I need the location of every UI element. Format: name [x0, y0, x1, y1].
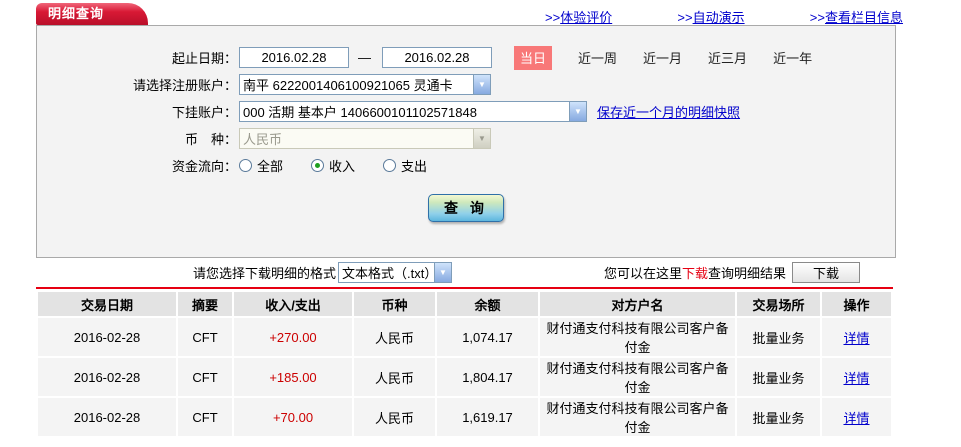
cell-balance: 1,074.17	[437, 318, 538, 356]
date-range-label: 起止日期：	[171, 51, 237, 66]
sub-account-select[interactable]: 000 活期 基本户 1406600101102571848 ▼	[239, 101, 587, 122]
radio-checked-icon[interactable]	[311, 159, 325, 172]
save-snapshot-link[interactable]: 保存近一个月的明细快照	[597, 105, 741, 120]
sub-account-label: 下挂账户：	[171, 105, 237, 120]
col-header-date: 交易日期	[38, 292, 176, 316]
cell-currency: 人民币	[354, 318, 435, 356]
cell-venue: 批量业务	[737, 318, 820, 356]
cell-counterparty: 财付通支付科技有限公司客户备付金	[540, 398, 735, 436]
download-format-select[interactable]: 文本格式（.txt） ▼	[338, 261, 453, 283]
col-header-balance: 余额	[437, 292, 538, 316]
cell-balance: 1,804.17	[437, 358, 538, 396]
table-row: 2016-02-28 CFT +270.00 人民币 1,074.17 财付通支…	[38, 318, 891, 356]
link-prefix: >>	[809, 10, 825, 25]
cell-amount: +185.00	[234, 358, 352, 396]
quick-range-week[interactable]: 近一周	[578, 51, 618, 66]
flow-option-expense[interactable]: 支出	[383, 156, 427, 175]
cell-currency: 人民币	[354, 398, 435, 436]
quick-range-month[interactable]: 近一月	[643, 51, 683, 66]
download-bar: 请您选择下载明细的格式 文本格式（.txt） ▼ 您可以在这里 下载 查询明细结果 …	[36, 260, 894, 284]
currency-label: 币 种：	[184, 132, 237, 147]
radio-icon[interactable]	[383, 159, 397, 172]
chevron-down-icon: ▼	[473, 75, 490, 94]
fund-flow-label: 资金流向：	[171, 159, 237, 174]
link-view-column-info[interactable]: >>查看栏目信息	[809, 10, 903, 25]
download-result-group: 您可以在这里 下载 查询明细结果 下载	[603, 261, 894, 283]
date-range-row: 起止日期： — 当日 近一周 近一月 近三月 近一年	[37, 44, 895, 71]
radio-icon[interactable]	[239, 159, 252, 172]
query-button-row: 查 询	[37, 194, 895, 222]
cell-summary: CFT	[178, 318, 232, 356]
registered-account-value: 南平 6222001406100921065 灵通卡	[243, 78, 453, 93]
flow-option-all-label: 全部	[257, 159, 284, 174]
date-from-input[interactable]	[239, 47, 349, 68]
download-hint-highlight: 下载	[681, 265, 708, 281]
sub-account-row: 下挂账户： 000 活期 基本户 1406600101102571848 ▼ 保…	[37, 98, 895, 125]
link-prefix: >>	[677, 10, 693, 25]
table-top-divider	[36, 287, 893, 289]
cell-date: 2016-02-28	[38, 398, 176, 436]
cell-amount: +70.00	[234, 398, 352, 436]
quick-range-quarter[interactable]: 近三月	[708, 51, 748, 66]
currency-value: 人民币	[243, 132, 283, 147]
col-header-venue: 交易场所	[737, 292, 820, 316]
cell-summary: CFT	[178, 398, 232, 436]
top-links: >>体验评价 >>自动演示 >>查看栏目信息	[545, 7, 903, 26]
registered-account-row: 请选择注册账户： 南平 6222001406100921065 灵通卡 ▼	[37, 71, 895, 98]
col-header-counterparty: 对方户名	[540, 292, 735, 316]
fund-flow-row: 资金流向： 全部 收入 支出	[37, 152, 895, 179]
cell-amount: +270.00	[234, 318, 352, 356]
download-button[interactable]: 下载	[792, 261, 860, 283]
currency-select: 人民币 ▼	[239, 128, 491, 149]
table-row: 2016-02-28 CFT +185.00 人民币 1,804.17 财付通支…	[38, 358, 891, 396]
table-header-row: 交易日期 摘要 收入/支出 币种 余额 对方户名 交易场所 操作	[38, 292, 891, 316]
chevron-down-icon: ▼	[473, 129, 490, 148]
download-hint-after: 查询明细结果	[707, 265, 786, 281]
flow-option-income[interactable]: 收入	[311, 156, 355, 175]
detail-link[interactable]: 详情	[843, 410, 870, 426]
registered-account-label: 请选择注册账户：	[132, 78, 237, 93]
tab-title: 明细查询	[48, 6, 105, 21]
registered-account-select[interactable]: 南平 6222001406100921065 灵通卡 ▼	[239, 74, 491, 95]
cell-date: 2016-02-28	[38, 358, 176, 396]
download-format-value: 文本格式（.txt）	[342, 265, 435, 281]
date-separator: —	[358, 50, 371, 65]
cell-venue: 批量业务	[737, 398, 820, 436]
col-header-amount: 收入/支出	[234, 292, 352, 316]
col-header-action: 操作	[822, 292, 891, 316]
date-to-input[interactable]	[382, 47, 492, 68]
currency-row: 币 种： 人民币 ▼	[37, 125, 895, 152]
chevron-down-icon: ▼	[569, 102, 586, 121]
cell-venue: 批量业务	[737, 358, 820, 396]
col-header-summary: 摘要	[178, 292, 232, 316]
query-button[interactable]: 查 询	[428, 194, 504, 222]
link-auto-demo[interactable]: >>自动演示	[677, 10, 745, 25]
cell-summary: CFT	[178, 358, 232, 396]
download-format-label: 请您选择下载明细的格式	[193, 265, 337, 281]
cell-date: 2016-02-28	[38, 318, 176, 356]
tab-detail-query[interactable]: 明细查询	[36, 3, 148, 25]
query-form-panel: 起止日期： — 当日 近一周 近一月 近三月 近一年 请选择注册账户： 南平 6…	[36, 25, 896, 258]
link-experience-rating[interactable]: >>体验评价	[545, 10, 613, 25]
col-header-currency: 币种	[354, 292, 435, 316]
download-hint-before: 您可以在这里	[603, 265, 682, 281]
transaction-table: 交易日期 摘要 收入/支出 币种 余额 对方户名 交易场所 操作 2016-02…	[36, 290, 893, 438]
chevron-down-icon: ▼	[434, 262, 452, 282]
flow-option-income-label: 收入	[329, 159, 356, 174]
quick-range-today[interactable]: 当日	[514, 45, 553, 70]
cell-counterparty: 财付通支付科技有限公司客户备付金	[540, 358, 735, 396]
sub-account-value: 000 活期 基本户 1406600101102571848	[243, 105, 477, 120]
detail-link[interactable]: 详情	[843, 330, 870, 346]
cell-counterparty: 财付通支付科技有限公司客户备付金	[540, 318, 735, 356]
flow-option-expense-label: 支出	[401, 159, 428, 174]
cell-currency: 人民币	[354, 358, 435, 396]
download-format-group: 请您选择下载明细的格式 文本格式（.txt） ▼	[193, 261, 453, 283]
flow-option-all[interactable]: 全部	[239, 156, 283, 175]
link-prefix: >>	[545, 10, 561, 25]
detail-link[interactable]: 详情	[843, 370, 870, 386]
quick-range-year[interactable]: 近一年	[773, 51, 813, 66]
cell-balance: 1,619.17	[437, 398, 538, 436]
table-row: 2016-02-28 CFT +70.00 人民币 1,619.17 财付通支付…	[38, 398, 891, 436]
